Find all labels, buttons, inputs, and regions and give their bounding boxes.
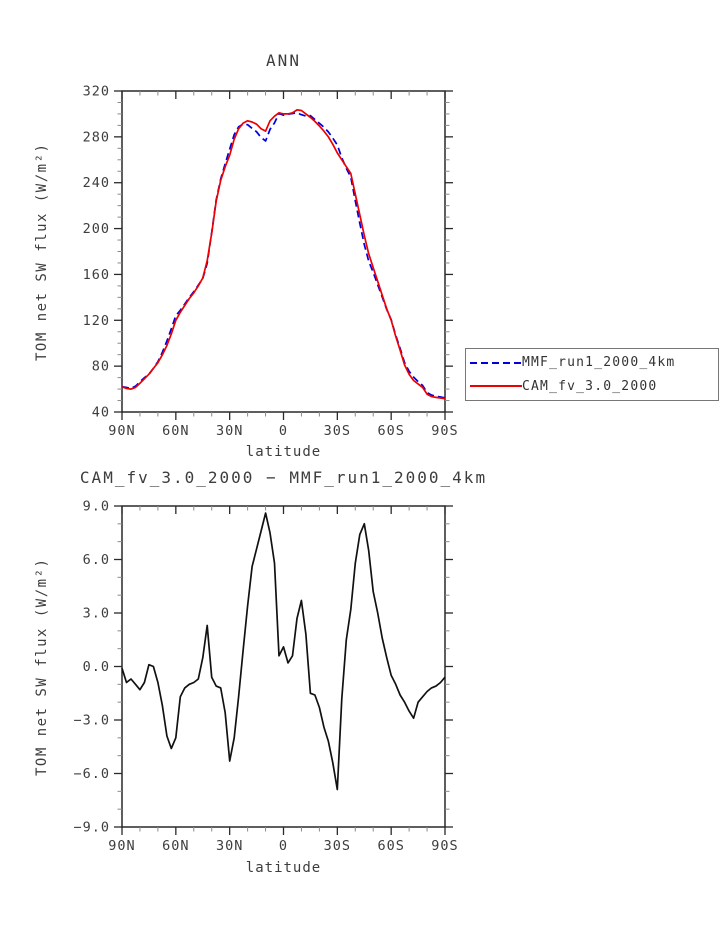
x-tick-label: 30N [216, 838, 243, 854]
y-tick-label: 280 [83, 129, 110, 145]
series-line-mmf-run1-2000-4km [121, 112, 446, 399]
legend-row-mmf: MMF_run1_2000_4km [470, 351, 714, 375]
y-tick-label: 0.0 [83, 659, 110, 675]
y-tick-label: 9.0 [83, 499, 110, 515]
y-tick-label: 120 [83, 313, 110, 329]
mmf-dashed-line-swatch [470, 361, 522, 364]
x-tick-label: 60S [377, 838, 404, 854]
y-tick-label: 200 [83, 221, 110, 237]
y-tick-label: 40 [92, 405, 110, 421]
bottom-chart-y-axis-label: TOM net SW flux (W/m²) [34, 557, 50, 776]
y-tick-label: 3.0 [83, 606, 110, 622]
y-tick-label: 80 [92, 359, 110, 375]
bottom-chart-title: CAM_fv_3.0_2000 − MMF_run1_2000_4km [79, 468, 488, 487]
x-tick-label: 90N [108, 838, 135, 854]
legend-box: MMF_run1_2000_4km CAM_fv_3.0_2000 [465, 348, 719, 401]
bottom-chart-x-axis-label: latitude [245, 860, 322, 876]
cam-solid-line-swatch [470, 385, 522, 388]
y-tick-label: −6.0 [73, 766, 110, 782]
series-line-cam-fv-3-0-2000-mmf-run1-2000-4km [121, 512, 446, 791]
x-tick-label: 30S [324, 423, 351, 439]
x-tick-label: 90S [431, 838, 458, 854]
y-tick-label: 6.0 [83, 552, 110, 568]
x-tick-label: 0 [279, 423, 288, 439]
y-tick-label: −9.0 [73, 820, 110, 836]
top-chart-x-axis-label: latitude [245, 444, 322, 460]
axis-frame [121, 505, 446, 828]
top-chart-title: ANN [266, 51, 301, 70]
legend-row-cam: CAM_fv_3.0_2000 [470, 375, 714, 399]
x-tick-label: 0 [279, 838, 288, 854]
x-tick-label: 60N [162, 838, 189, 854]
x-tick-label: 90S [431, 423, 458, 439]
x-tick-label: 60S [377, 423, 404, 439]
x-tick-label: 90N [108, 423, 135, 439]
x-tick-label: 30S [324, 838, 351, 854]
axis-frame [121, 90, 446, 413]
y-tick-label: 160 [83, 267, 110, 283]
y-tick-label: 320 [83, 84, 110, 100]
legend-label-mmf: MMF_run1_2000_4km [522, 355, 676, 371]
legend-label-cam: CAM_fv_3.0_2000 [522, 378, 658, 394]
top-chart-y-axis-label: TOM net SW flux (W/m²) [34, 142, 50, 361]
y-tick-label: 240 [83, 175, 110, 191]
y-tick-label: −3.0 [73, 713, 110, 729]
x-tick-label: 30N [216, 423, 243, 439]
series-line-cam-fv-3-0-2000 [121, 109, 446, 400]
x-tick-label: 60N [162, 423, 189, 439]
